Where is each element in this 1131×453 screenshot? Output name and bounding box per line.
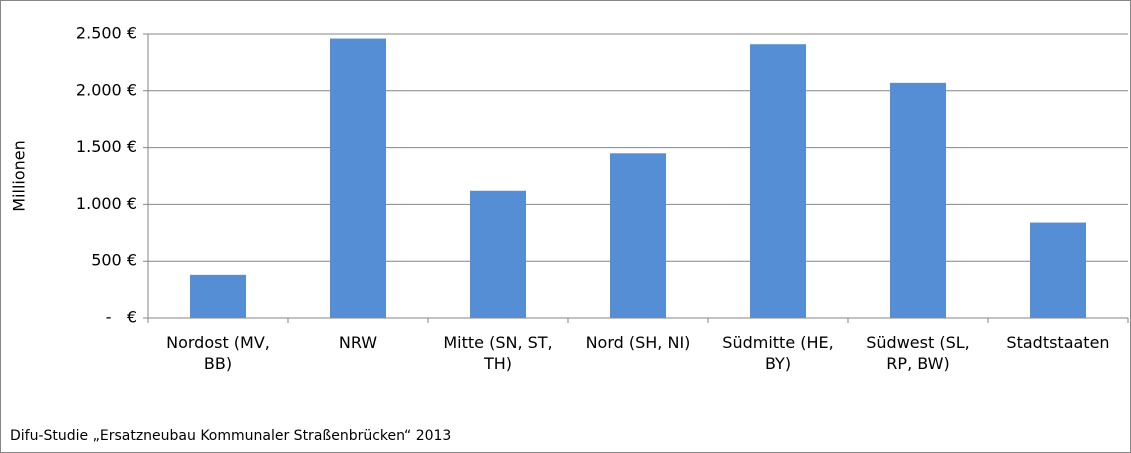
x-tick-label: Nordost (MV, BB) bbox=[166, 333, 270, 373]
bar bbox=[890, 82, 946, 319]
y-tick-label: 2.500 € bbox=[76, 24, 137, 43]
y-tick-label: 500 € bbox=[91, 251, 137, 270]
bar bbox=[470, 190, 526, 318]
bar bbox=[1030, 222, 1086, 318]
y-axis-title: Millionen bbox=[10, 140, 29, 212]
x-tick-label: Stadtstaaten bbox=[1006, 333, 1110, 352]
x-tick-label: Südwest (SL, RP, BW) bbox=[866, 333, 970, 373]
bar bbox=[750, 44, 806, 318]
y-tick-label: - € bbox=[106, 308, 137, 327]
bar bbox=[330, 38, 386, 318]
x-tick-label: Nord (SH, NI) bbox=[585, 333, 691, 352]
bar bbox=[610, 153, 666, 318]
x-tick-label: NRW bbox=[338, 333, 378, 352]
y-tick-label: 1.000 € bbox=[76, 194, 137, 213]
x-tick-label: Mitte (SN, ST, TH) bbox=[443, 333, 553, 373]
source-note: Difu-Studie „Ersatzneubau Kommunaler Str… bbox=[10, 428, 452, 444]
x-tick-label: Südmitte (HE, BY) bbox=[722, 333, 834, 373]
y-tick-label: 1.500 € bbox=[76, 137, 137, 156]
y-tick-label: 2.000 € bbox=[76, 80, 137, 99]
bar bbox=[190, 274, 246, 318]
